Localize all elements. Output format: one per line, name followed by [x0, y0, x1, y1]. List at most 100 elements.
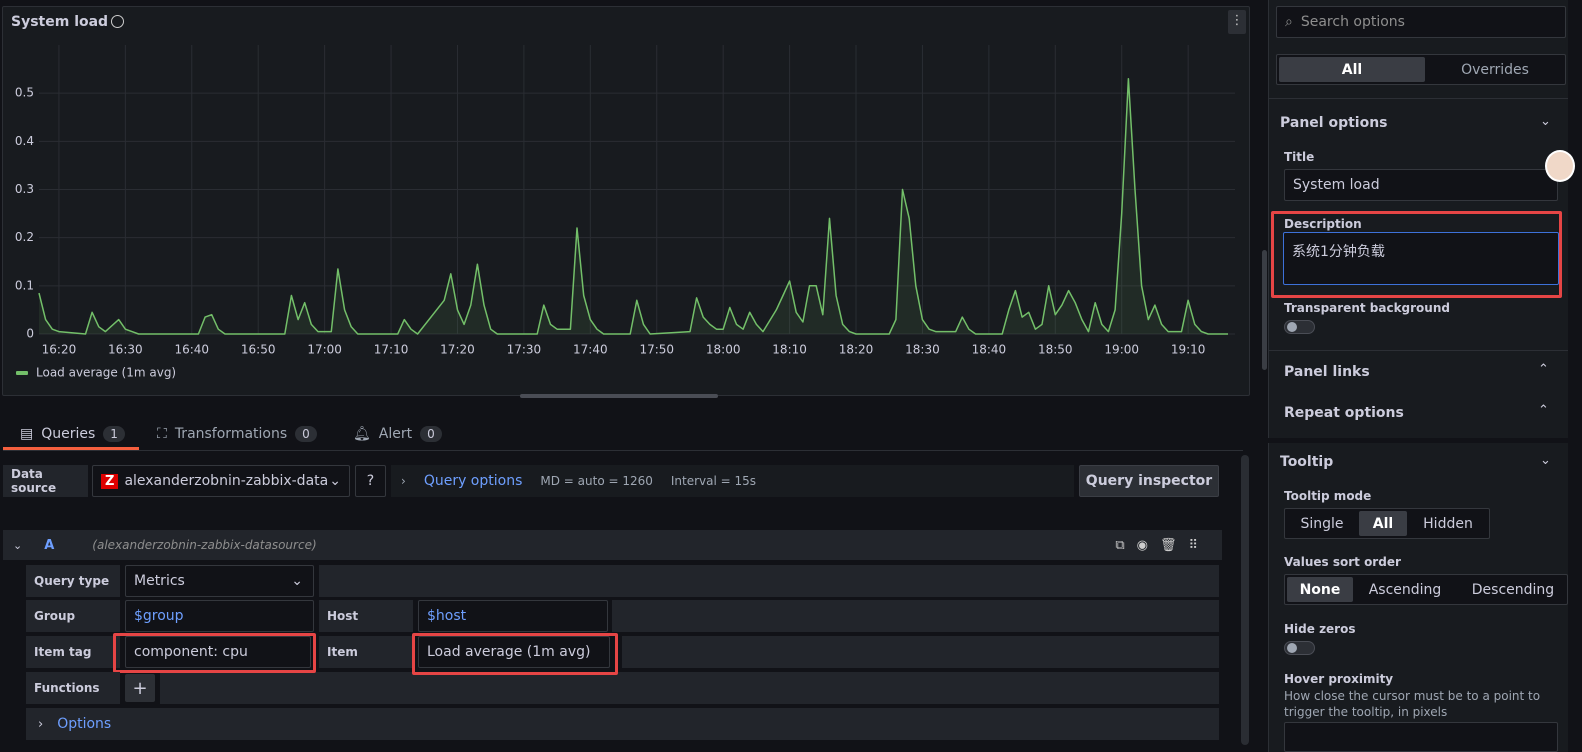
section-title[interactable]: Tooltip	[1280, 454, 1334, 470]
query-options: Query options	[423, 473, 523, 489]
input[interactable]: component: cpu	[125, 636, 311, 668]
md: MD = auto = 1260	[540, 474, 653, 488]
tab-label: Transformations	[174, 426, 288, 442]
radio-button[interactable]: Ascending	[1368, 581, 1442, 598]
x-tick-label: 16:30	[108, 343, 143, 357]
chevron[interactable]: ⌃	[1538, 403, 1549, 418]
field-label: Title	[1284, 150, 1315, 164]
highlight	[412, 633, 618, 675]
tab-count: 0	[420, 426, 442, 442]
datasource-name: alexanderzobnin-zabbix-datas	[124, 473, 330, 489]
panel-title: System load	[11, 14, 109, 30]
x-tick-label: 18:50	[1038, 343, 1073, 357]
info-icon[interactable]	[111, 15, 124, 28]
legend-swatch	[16, 371, 28, 375]
tab[interactable]: ⛶ Transformations 0	[157, 426, 317, 442]
tab-label: Queries	[41, 426, 96, 442]
x-tick-label: 16:40	[174, 343, 209, 357]
section-title[interactable]: Panel options	[1280, 115, 1388, 131]
x-tick-label: 18:00	[706, 343, 741, 357]
chevron[interactable]: ⌄	[1540, 114, 1551, 129]
sep	[1268, 350, 1568, 351]
x-tick-label: 17:30	[507, 343, 542, 357]
input[interactable]: $host	[418, 600, 608, 632]
mode-button[interactable]: Overrides	[1461, 61, 1529, 78]
x-tick-label: 18:30	[905, 343, 940, 357]
field-description: How close the cursor must be to a point …	[1284, 689, 1541, 719]
tab[interactable]: ▤ Queries 1	[20, 426, 125, 442]
avatar[interactable]	[1545, 150, 1575, 182]
select[interactable]: Metrics ⌄	[125, 565, 314, 597]
radio-button[interactable]: Hidden	[1423, 515, 1473, 532]
chevron: ›	[401, 474, 406, 488]
y-tick-label: 0.1	[15, 278, 34, 292]
chevron: ⌄	[329, 473, 341, 489]
knob	[1287, 643, 1297, 653]
series-line	[38, 77, 1228, 335]
section-title[interactable]: Repeat options	[1284, 405, 1404, 421]
icon: ⛶	[157, 426, 167, 442]
query-actions[interactable]: ⧉◉🗑︎⠿	[1115, 537, 1210, 553]
radio-button[interactable]: Single	[1300, 515, 1344, 532]
scrollbar	[1241, 455, 1249, 745]
field-label: Tooltip mode	[1284, 489, 1372, 503]
icon: ▤	[20, 426, 34, 442]
placeholder: Search options	[1300, 14, 1405, 30]
query-inspector[interactable]: Query inspector	[1079, 465, 1219, 497]
highlight	[113, 633, 316, 673]
tab-count: 0	[295, 426, 317, 442]
search-box[interactable]: ⌕ Search options	[1276, 6, 1566, 38]
title-input[interactable]: System load	[1284, 169, 1558, 201]
sep	[1268, 438, 1568, 443]
series-area	[39, 78, 1228, 334]
resize-handle[interactable]	[520, 394, 718, 398]
row-filler	[319, 565, 1219, 597]
x-tick-label: 17:20	[440, 343, 475, 357]
input[interactable]: $group	[125, 600, 314, 632]
highlight	[1271, 211, 1562, 298]
input[interactable]: Load average (1m avg)	[418, 636, 610, 668]
toggle[interactable]	[1284, 320, 1315, 334]
options-pane	[1268, 0, 1568, 752]
tab-label: Alert	[378, 426, 413, 442]
chevron[interactable]: ⌄	[13, 538, 23, 552]
tab[interactable]: 🔔︎ Alert 0	[353, 426, 442, 442]
label: Item tag	[26, 636, 120, 668]
line	[3, 450, 1243, 451]
chart: 0 0.1 0.2 0.3 0.4 0.5 16:20 16:30 16:40 16:50 17:0…	[15, 45, 1235, 380]
y-tick-label: 0	[26, 327, 34, 341]
options-row[interactable]: › Options	[26, 708, 1219, 740]
query-source: (alexanderzobnin-zabbix-datasource)	[92, 538, 317, 552]
add-function[interactable]: +	[125, 674, 155, 702]
menu-button[interactable]: ⋮	[1228, 10, 1246, 34]
radio-button[interactable]: All	[1359, 511, 1407, 536]
line	[1268, 98, 1568, 99]
x-tick-label: 17:00	[307, 343, 342, 357]
mode-button[interactable]: All	[1279, 57, 1425, 82]
x-tick-label: 16:50	[241, 343, 276, 357]
field-label: Hide zeros	[1284, 622, 1356, 636]
x-tick-label: 17:10	[374, 343, 409, 357]
row-filler	[612, 600, 1219, 632]
value: Metrics	[134, 573, 185, 589]
description-input[interactable]: 系统1分钟负载	[1283, 232, 1559, 285]
label: Data source	[3, 465, 88, 497]
chevron[interactable]: ⌃	[1538, 362, 1549, 377]
toggle[interactable]	[1284, 641, 1315, 655]
input[interactable]	[1284, 722, 1558, 752]
radio-button[interactable]: Descending	[1471, 581, 1555, 598]
field-label: Values sort order	[1284, 555, 1401, 569]
row-filler	[160, 672, 1219, 704]
chevron[interactable]: ⌄	[1540, 453, 1551, 468]
radio-button[interactable]: None	[1287, 577, 1353, 602]
label: Group	[26, 600, 120, 632]
field-label: Description	[1284, 217, 1362, 231]
row-filler	[622, 636, 1219, 668]
interval: Interval = 15s	[670, 474, 757, 488]
query-options-bar[interactable]: › Query options MD = auto = 1260 Interval =…	[391, 465, 1074, 497]
help-button[interactable]: ?	[355, 465, 386, 497]
y-tick-label: 0.4	[15, 134, 34, 148]
y-tick-label: 0.2	[15, 230, 34, 244]
section-title[interactable]: Panel links	[1284, 364, 1370, 380]
